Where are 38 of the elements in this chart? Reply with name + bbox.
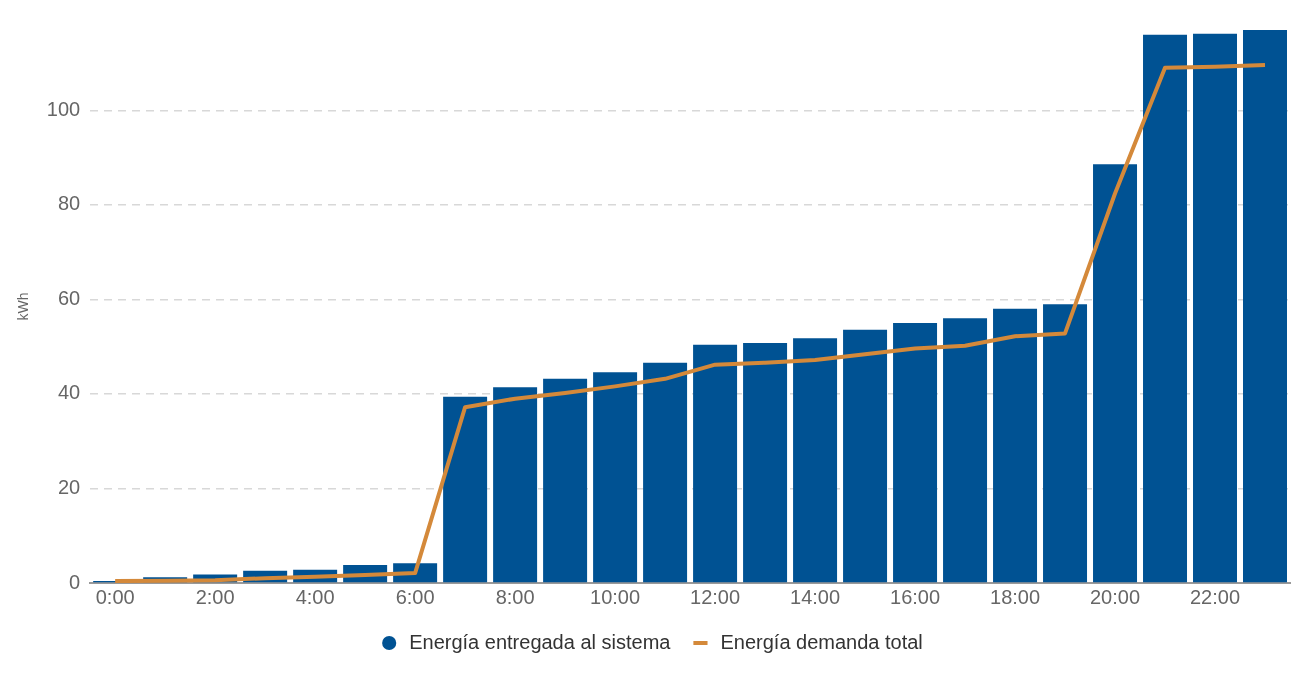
x-tick-label: 20:00 [1089, 585, 1141, 608]
x-tick-label: 4:00 [295, 585, 335, 608]
bar [793, 338, 838, 583]
x-tick-label: 14:00 [790, 585, 841, 608]
bar [643, 362, 688, 583]
bar [543, 378, 588, 583]
bar [443, 396, 488, 583]
y-tick-label: 40 [57, 381, 81, 404]
x-tick-label: 6:00 [395, 585, 435, 608]
x-tick-label: 8:00 [495, 585, 535, 608]
bar [1143, 34, 1188, 583]
bar [743, 342, 788, 583]
bar [993, 308, 1038, 583]
bar [1043, 304, 1088, 583]
y-tick-label: 60 [57, 286, 81, 309]
x-tick-label: 2:00 [195, 585, 235, 608]
y-tick-label: 20 [57, 475, 81, 498]
bar [693, 344, 738, 583]
bar [893, 323, 938, 583]
x-tick-label: 12:00 [690, 585, 741, 608]
bar [943, 318, 988, 583]
bar [843, 329, 888, 583]
y-tick-label: 100 [46, 97, 81, 120]
x-tick-label: 22:00 [1189, 585, 1241, 608]
bar [593, 372, 638, 583]
bar [1193, 33, 1238, 583]
y-tick-label: 80 [57, 192, 81, 215]
y-tick-label: 0 [69, 570, 81, 593]
bar [493, 387, 538, 583]
y-axis-title: kWh [15, 292, 32, 321]
x-tick-label: 16:00 [890, 585, 941, 608]
bar [1093, 164, 1138, 583]
bar [1243, 30, 1287, 583]
legend-label: Energía demanda total [720, 630, 923, 653]
x-tick-label: 18:00 [990, 585, 1041, 608]
x-tick-label: 0:00 [95, 585, 135, 608]
legend-label: Energía entregada al sistema [409, 630, 672, 653]
x-tick-label: 10:00 [590, 585, 641, 608]
